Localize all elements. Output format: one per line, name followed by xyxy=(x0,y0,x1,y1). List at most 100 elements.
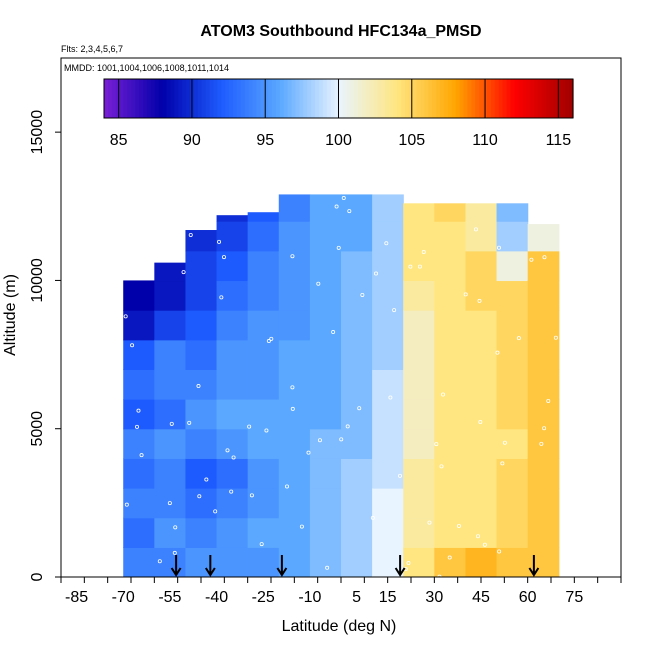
heatmap-cell xyxy=(341,280,373,311)
sample-point xyxy=(529,257,534,262)
colorbar-segment xyxy=(186,79,191,118)
colorbar-segment xyxy=(522,79,527,118)
colorbar-segment xyxy=(401,79,406,118)
heatmap-cell xyxy=(154,280,187,311)
heatmap-cell xyxy=(341,517,373,548)
sample-point xyxy=(204,477,209,482)
sample-points xyxy=(123,196,558,577)
colorbar-segment xyxy=(553,79,558,118)
heatmap-cell xyxy=(403,310,435,341)
heatmap-cell xyxy=(465,221,498,252)
heatmap-cell xyxy=(185,399,218,430)
colorbar-segment xyxy=(557,79,562,118)
colorbar-segment xyxy=(131,79,136,118)
colorbar-segment xyxy=(322,79,328,118)
heatmap-cell xyxy=(403,369,435,400)
sample-point xyxy=(213,509,218,514)
heatmap-cell xyxy=(341,399,373,430)
colorbar-segment xyxy=(467,79,472,118)
heatmap-cell xyxy=(216,250,249,282)
heatmap-cell xyxy=(527,250,560,282)
heatmap-cell xyxy=(341,339,373,370)
colorbar-segment xyxy=(150,79,156,118)
heatmap-cell xyxy=(496,250,529,282)
colorbar-segment xyxy=(217,79,222,118)
sample-point xyxy=(219,295,224,300)
colorbar-segment xyxy=(287,79,293,118)
heatmap-cell xyxy=(341,194,373,222)
colorbar-segment xyxy=(561,79,566,118)
x-axis-label: Latitude (deg N) xyxy=(282,618,397,635)
heatmap-cell xyxy=(465,458,498,489)
heatmap-cell xyxy=(309,310,342,341)
sample-point xyxy=(463,292,468,297)
profile-marker-arrow xyxy=(204,555,216,577)
sample-point xyxy=(316,281,321,286)
heatmap-cell xyxy=(403,203,435,222)
heatmap-cell xyxy=(309,428,342,459)
heatmap-cell xyxy=(154,428,187,459)
heatmap-cell xyxy=(247,428,280,459)
colorbar-segment xyxy=(201,79,207,118)
colorbar-segment xyxy=(295,79,301,118)
heatmap-cell xyxy=(403,517,435,548)
colorbar-tick-label: 110 xyxy=(472,132,498,149)
colorbar-segment xyxy=(389,79,394,118)
heatmap-cell xyxy=(341,488,373,519)
heatmap-cell xyxy=(247,339,280,370)
colorbar-segment xyxy=(533,79,539,118)
heatmap-cell xyxy=(434,310,467,341)
colorbar-segment xyxy=(299,79,304,118)
heatmap-cell xyxy=(154,458,187,489)
colorbar-segment xyxy=(104,79,109,118)
heatmap-cell xyxy=(403,221,435,252)
heatmap-cell xyxy=(434,250,467,282)
heatmap-cell xyxy=(465,517,498,548)
colorbar-segment xyxy=(229,79,234,118)
heatmap-cell xyxy=(309,369,342,400)
sample-point xyxy=(434,442,439,447)
colorbar-segment xyxy=(146,79,152,118)
sample-point xyxy=(167,501,172,506)
heatmap-cell xyxy=(123,547,155,577)
colorbar-segment xyxy=(381,79,386,118)
heatmap-cell xyxy=(465,369,498,400)
sample-point xyxy=(357,406,362,411)
colorbar-segment xyxy=(428,79,433,118)
heatmap-cell xyxy=(434,221,467,252)
x-tick-label: 5 xyxy=(352,589,361,606)
heatmap-cell xyxy=(154,547,187,577)
heatmap-cell xyxy=(216,310,249,341)
colorbar-segment xyxy=(315,79,320,118)
sample-point xyxy=(264,428,269,433)
x-tick-label: -70 xyxy=(112,589,135,606)
sample-point xyxy=(370,515,375,520)
colorbar-segment xyxy=(498,79,504,118)
sample-point xyxy=(135,424,140,429)
colorbar-segment xyxy=(412,79,418,118)
colorbar-segment xyxy=(268,79,273,118)
heatmap-cell xyxy=(527,369,560,400)
heatmap-cell xyxy=(465,428,498,459)
colorbar-segment xyxy=(260,79,265,118)
heatmap-cell xyxy=(527,399,560,430)
heatmap-cell xyxy=(309,517,342,548)
sample-point xyxy=(290,254,295,259)
colorbar-segment xyxy=(182,79,187,118)
colorbar-segment xyxy=(264,79,269,118)
heatmap-cell xyxy=(216,428,249,459)
heatmap-cell xyxy=(527,339,560,370)
sample-point xyxy=(539,441,544,446)
heatmap-cell xyxy=(403,399,435,430)
heatmap-cell xyxy=(434,369,467,400)
colorbar-segment xyxy=(530,79,535,118)
x-tick-label: 15 xyxy=(379,589,397,606)
sample-point xyxy=(331,330,336,335)
sample-point xyxy=(447,555,452,560)
colorbar-segment xyxy=(291,79,297,118)
heatmap-cell xyxy=(372,458,404,489)
colorbar-segment xyxy=(541,79,547,118)
sample-point xyxy=(439,464,444,469)
colorbar-segment xyxy=(537,79,543,118)
flights-annotation: Flts: 2,3,4,5,6,7 xyxy=(61,44,123,54)
